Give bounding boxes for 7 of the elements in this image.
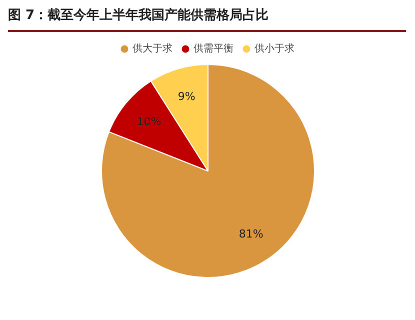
data-label: 9%	[178, 90, 196, 104]
legend-label: 供小于求	[254, 42, 294, 55]
legend-label: 供需平衡	[194, 42, 234, 55]
data-label: 81%	[238, 227, 264, 240]
data-label: 10%	[136, 114, 162, 128]
chart-title: 图 7：截至今年上半年我国产能供需格局占比	[8, 6, 406, 32]
legend-label: 供大于求	[132, 42, 172, 55]
